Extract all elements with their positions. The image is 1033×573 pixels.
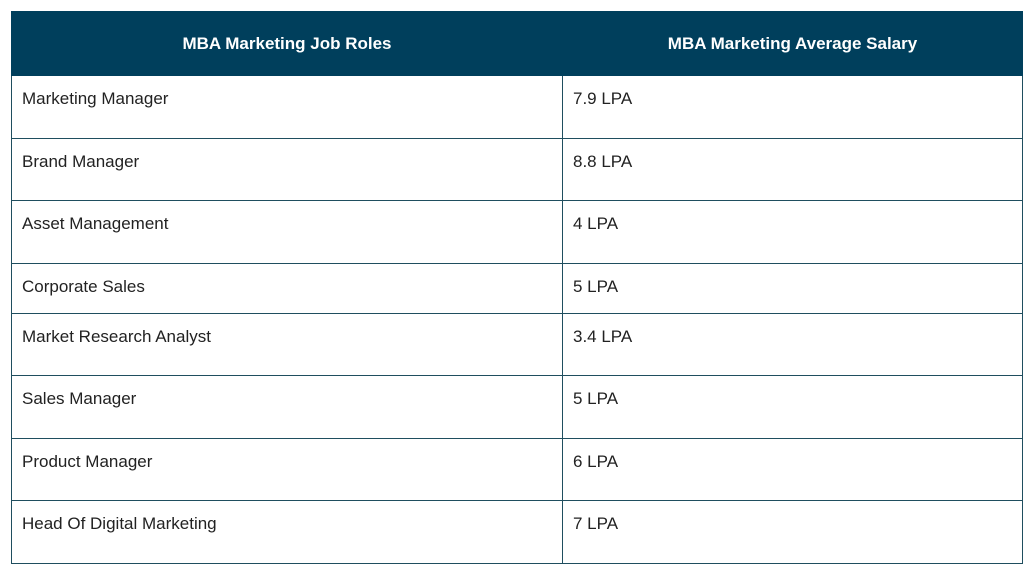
table-row: Product Manager 6 LPA — [11, 438, 1023, 501]
header-row: MBA Marketing Job Roles MBA Marketing Ave… — [11, 11, 1023, 76]
table-cell: 5 LPA — [562, 375, 1023, 439]
table-row: Asset Management 4 LPA — [11, 200, 1023, 264]
table-cell: 4 LPA — [562, 200, 1023, 264]
table-cell: 5 LPA — [562, 263, 1023, 314]
header-cell: MBA Marketing Job Roles — [11, 11, 563, 76]
table-cell: Sales Manager — [11, 375, 563, 439]
table-cell: 3.4 LPA — [562, 313, 1023, 376]
table-row: Corporate Sales 5 LPA — [11, 263, 1023, 314]
table-cell: Head Of Digital Marketing — [11, 500, 563, 564]
header-cell: MBA Marketing Average Salary — [562, 11, 1023, 76]
table-cell: Brand Manager — [11, 138, 563, 201]
table-body: Marketing Manager 7.9 LPA Brand Manager 8.8… — [11, 75, 1023, 564]
table-cell: Corporate Sales — [11, 263, 563, 314]
table-cell: Marketing Manager — [11, 75, 563, 139]
table-row: Brand Manager 8.8 LPA — [11, 138, 1023, 201]
table-cell: Product Manager — [11, 438, 563, 501]
table-cell: Market Research Analyst — [11, 313, 563, 376]
table-cell: 7 LPA — [562, 500, 1023, 564]
table-row: Sales Manager 5 LPA — [11, 375, 1023, 439]
table-row: Head Of Digital Marketing 7 LPA — [11, 500, 1023, 564]
table-row: Market Research Analyst 3.4 LPA — [11, 313, 1023, 376]
table-cell: Asset Management — [11, 200, 563, 264]
salary-table: MBA Marketing Job Roles MBA Marketing Ave… — [11, 11, 1023, 564]
table-cell: 8.8 LPA — [562, 138, 1023, 201]
table-row: Marketing Manager 7.9 LPA — [11, 75, 1023, 139]
table-cell: 7.9 LPA — [562, 75, 1023, 139]
table-cell: 6 LPA — [562, 438, 1023, 501]
